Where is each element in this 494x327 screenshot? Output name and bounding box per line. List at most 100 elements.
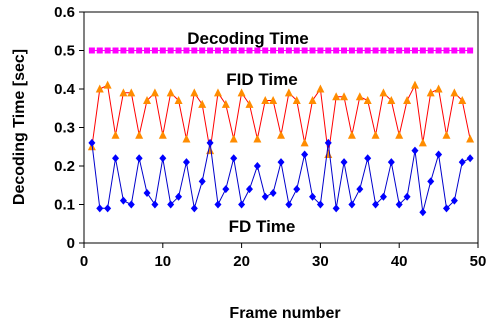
- data-point-fd: [214, 200, 222, 209]
- data-point-decoding: [380, 47, 387, 54]
- data-point-decoding: [254, 47, 261, 54]
- data-point-fd: [364, 154, 372, 163]
- data-point-decoding: [325, 47, 332, 54]
- data-point-fd: [419, 208, 427, 217]
- data-point-fid: [355, 92, 364, 101]
- data-point-fd: [175, 192, 183, 201]
- annotation-fid-time: FID Time: [226, 70, 297, 89]
- data-point-fd: [411, 146, 419, 155]
- data-point-decoding: [333, 47, 340, 54]
- data-point-fd: [316, 200, 324, 209]
- series-fd: [88, 138, 474, 217]
- data-point-fd: [301, 150, 309, 159]
- data-point-fid: [466, 134, 475, 143]
- annotation-decoding-time: Decoding Time: [187, 29, 309, 48]
- data-point-fid: [127, 88, 136, 97]
- data-point-decoding: [348, 47, 355, 54]
- data-point-fd: [159, 154, 167, 163]
- data-point-decoding: [96, 47, 103, 54]
- data-point-fid: [229, 134, 238, 143]
- data-point-fd: [387, 158, 395, 167]
- data-point-decoding: [159, 47, 166, 54]
- data-point-fid: [150, 88, 159, 97]
- data-point-fd: [340, 158, 348, 167]
- data-point-fid: [379, 88, 388, 97]
- y-tick-label: 0.3: [54, 120, 75, 137]
- data-point-decoding: [435, 47, 442, 54]
- data-point-decoding: [341, 47, 348, 54]
- data-point-decoding: [230, 47, 237, 54]
- data-point-fid: [403, 96, 412, 105]
- data-point-fd: [372, 200, 380, 209]
- y-tick-label: 0.6: [54, 4, 75, 21]
- data-point-fd: [403, 192, 411, 201]
- data-point-fd: [395, 200, 403, 209]
- data-point-fid: [458, 96, 467, 105]
- data-point-fd: [151, 200, 159, 209]
- data-point-fd: [112, 154, 120, 163]
- data-point-fd: [277, 158, 285, 167]
- data-point-fid: [166, 88, 175, 97]
- data-point-fid: [245, 99, 254, 108]
- data-point-decoding: [104, 47, 111, 54]
- data-point-fid: [434, 84, 443, 93]
- series-layer: [87, 47, 475, 217]
- data-point-fd: [261, 192, 269, 201]
- data-point-fid: [371, 130, 380, 139]
- data-point-fd: [379, 192, 387, 201]
- data-point-fd: [332, 204, 340, 213]
- data-point-fid: [213, 88, 222, 97]
- data-point-decoding: [364, 47, 371, 54]
- data-point-fd: [245, 185, 253, 194]
- data-point-fid: [261, 96, 270, 105]
- x-tick-label: 40: [391, 253, 408, 270]
- data-point-decoding: [270, 47, 277, 54]
- data-point-decoding: [309, 47, 316, 54]
- data-point-fd: [127, 200, 135, 209]
- data-point-fid: [300, 138, 309, 147]
- data-point-fd: [119, 196, 127, 205]
- data-point-decoding: [136, 47, 143, 54]
- data-point-fid: [119, 88, 128, 97]
- data-point-fd: [442, 204, 450, 213]
- data-point-fd: [458, 158, 466, 167]
- data-point-fid: [450, 88, 459, 97]
- data-point-fid: [395, 130, 404, 139]
- data-point-fd: [190, 204, 198, 213]
- y-axis-title: Decoding Time [sec]: [11, 49, 28, 205]
- data-point-fid: [190, 88, 199, 97]
- data-point-fid: [253, 134, 262, 143]
- x-tick-label: 0: [80, 253, 88, 270]
- x-tick-label: 30: [312, 253, 329, 270]
- data-point-decoding: [356, 47, 363, 54]
- data-point-fd: [348, 200, 356, 209]
- series-decoding: [88, 47, 474, 54]
- data-point-fd: [230, 154, 238, 163]
- data-point-fd: [435, 150, 443, 159]
- data-point-fid: [292, 96, 301, 105]
- data-point-decoding: [388, 47, 395, 54]
- data-point-decoding: [262, 47, 269, 54]
- data-point-fd: [104, 204, 112, 213]
- data-point-fd: [309, 192, 317, 201]
- axes-layer: 0 10 20 30 40 50 0 0.1 0.2 0.3 0.4 0.5 0.6: [54, 4, 486, 270]
- data-point-decoding: [246, 47, 253, 54]
- data-point-fid: [269, 96, 278, 105]
- data-point-fid: [426, 88, 435, 97]
- data-point-fd: [253, 162, 261, 170]
- data-point-decoding: [467, 47, 474, 54]
- data-point-decoding: [199, 47, 206, 54]
- data-point-fid: [277, 130, 285, 139]
- data-point-decoding: [459, 47, 466, 54]
- data-point-decoding: [112, 47, 119, 54]
- data-point-fid: [143, 96, 152, 105]
- data-point-fd: [285, 200, 293, 209]
- data-point-decoding: [411, 47, 418, 54]
- data-point-decoding: [167, 47, 174, 54]
- data-point-fid: [221, 99, 230, 108]
- data-point-decoding: [88, 47, 95, 54]
- data-point-decoding: [285, 47, 292, 54]
- data-point-decoding: [419, 47, 426, 54]
- x-tick-label: 10: [154, 253, 171, 270]
